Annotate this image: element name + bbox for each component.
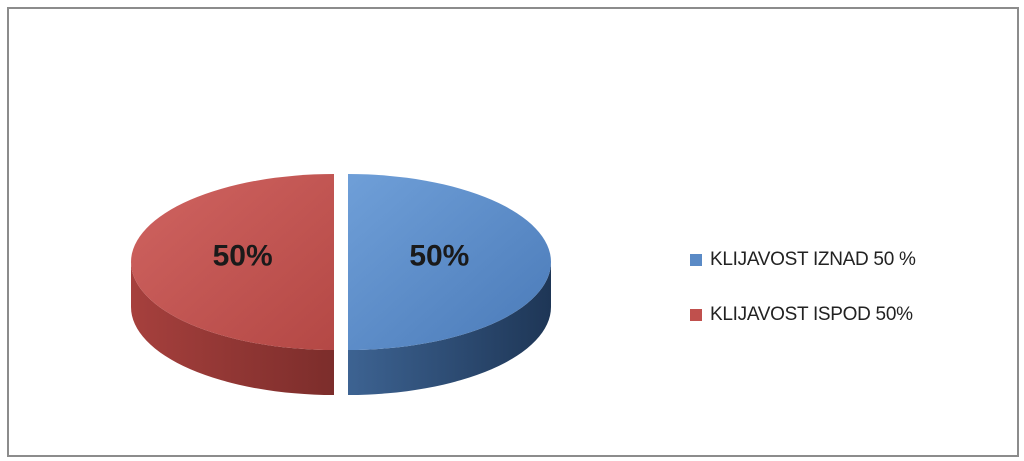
pie-slice-iznad [348, 174, 551, 350]
pie-slice-ispod [131, 174, 334, 350]
legend-item-ispod: KLIJAVOST ISPOD 50% [690, 301, 1010, 329]
legend-label: KLIJAVOST ISPOD 50% [710, 304, 913, 325]
legend-swatch-blue [690, 254, 702, 266]
pie-slice-side-iznad [348, 262, 551, 395]
pie-slice-side-ispod [131, 262, 334, 395]
data-label-iznad: 50% [409, 240, 469, 273]
data-label-ispod: 50% [213, 240, 273, 273]
legend-label: KLIJAVOST IZNAD 50 % [710, 249, 916, 270]
legend-swatch-red [690, 309, 702, 321]
legend: KLIJAVOST IZNAD 50 % KLIJAVOST ISPOD 50% [690, 246, 1010, 356]
legend-item-iznad: KLIJAVOST IZNAD 50 % [690, 246, 1010, 274]
